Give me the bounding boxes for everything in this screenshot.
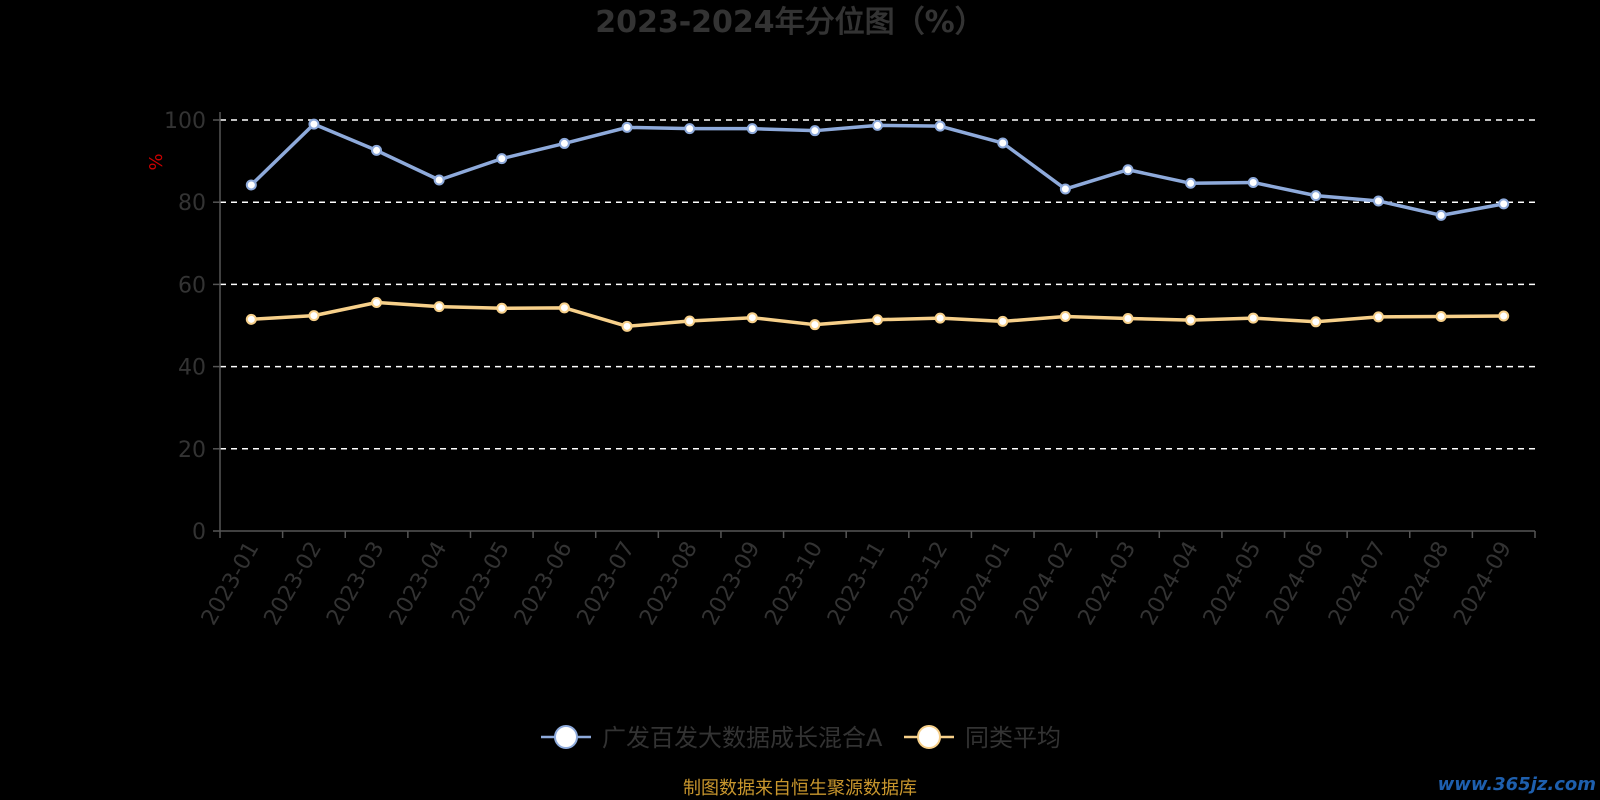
data-point bbox=[872, 314, 883, 326]
x-tick-label: 2023-02 bbox=[260, 538, 328, 630]
y-tick-label: 60 bbox=[178, 273, 206, 298]
data-point bbox=[245, 179, 257, 191]
x-tick-label: 2023-12 bbox=[886, 538, 954, 630]
x-tick-label: 2024-07 bbox=[1324, 538, 1392, 630]
x-tick-label: 2024-03 bbox=[1074, 538, 1142, 630]
data-point bbox=[746, 312, 758, 324]
data-point bbox=[1247, 176, 1259, 188]
x-tick-label: 2023-08 bbox=[635, 538, 703, 630]
data-point bbox=[1122, 164, 1134, 176]
x-tick-label: 2024-05 bbox=[1199, 538, 1267, 630]
legend-label: 同类平均 bbox=[965, 724, 1061, 752]
data-point bbox=[872, 119, 883, 131]
data-point bbox=[1498, 198, 1510, 210]
data-point bbox=[934, 312, 946, 324]
y-tick-label: 80 bbox=[178, 191, 206, 216]
data-point bbox=[1310, 190, 1322, 202]
x-tick-label: 2023-07 bbox=[573, 538, 641, 630]
watermark: www.365jz.com bbox=[1438, 774, 1596, 795]
data-source-note: 制图数据来自恒生聚源数据库 bbox=[683, 778, 917, 799]
data-point bbox=[496, 302, 508, 314]
x-tick-label: 2024-08 bbox=[1387, 538, 1455, 630]
data-point bbox=[1059, 183, 1071, 195]
data-point bbox=[1059, 310, 1071, 322]
data-point bbox=[308, 310, 320, 322]
chart-title: 2023-2024年分位图（%） bbox=[595, 5, 985, 40]
data-point bbox=[746, 123, 758, 135]
data-point bbox=[558, 302, 570, 314]
x-tick-label: 2023-03 bbox=[322, 538, 390, 630]
data-point bbox=[1247, 312, 1259, 324]
data-point bbox=[308, 118, 320, 130]
axes bbox=[213, 112, 1536, 538]
x-tick-labels: 2023-012023-022023-032023-042023-052023-… bbox=[197, 537, 1517, 629]
data-point bbox=[934, 120, 946, 132]
data-point bbox=[809, 319, 821, 331]
series-group bbox=[245, 118, 1510, 332]
data-point bbox=[433, 174, 445, 186]
data-point bbox=[621, 320, 633, 332]
x-tick-label: 2023-11 bbox=[823, 538, 891, 630]
y-tick-label: 20 bbox=[178, 438, 206, 463]
data-point bbox=[245, 313, 257, 325]
x-tick-label: 2023-09 bbox=[698, 538, 766, 630]
y-tick-labels: 0 20 40 60 80 100 bbox=[164, 109, 206, 545]
data-point bbox=[1310, 316, 1322, 328]
legend-marker bbox=[917, 725, 941, 749]
data-point bbox=[1498, 310, 1510, 322]
y-tick-label: 40 bbox=[178, 356, 206, 381]
x-tick-label: 2023-05 bbox=[447, 538, 515, 630]
legend-marker bbox=[554, 725, 578, 749]
y-tick-label: 100 bbox=[164, 109, 206, 134]
x-tick-label: 2023-01 bbox=[197, 538, 265, 630]
x-tick-label: 2023-10 bbox=[760, 538, 828, 630]
series-1 bbox=[245, 296, 1510, 332]
data-point bbox=[1185, 177, 1197, 189]
legend-label: 广发百发大数据成长混合A bbox=[602, 724, 883, 752]
legend-item[interactable]: 广发百发大数据成长混合A bbox=[541, 724, 883, 752]
data-point bbox=[1122, 313, 1134, 325]
data-point bbox=[1372, 311, 1384, 323]
data-point bbox=[1185, 314, 1197, 326]
data-point bbox=[809, 125, 821, 137]
data-point bbox=[433, 301, 445, 313]
data-point bbox=[496, 153, 508, 165]
x-tick-label: 2023-04 bbox=[385, 538, 453, 630]
data-point bbox=[684, 123, 696, 135]
series-line bbox=[250, 122, 1505, 218]
data-point bbox=[371, 296, 383, 308]
data-point bbox=[684, 315, 696, 327]
data-point bbox=[371, 144, 383, 156]
data-point bbox=[558, 137, 570, 149]
y-axis-label: % bbox=[146, 153, 167, 170]
legend-item[interactable]: 同类平均 bbox=[904, 724, 1061, 752]
data-point bbox=[1435, 310, 1447, 322]
x-tick-label: 2024-04 bbox=[1136, 538, 1204, 630]
data-point bbox=[997, 315, 1009, 327]
data-point bbox=[1372, 195, 1384, 207]
data-point bbox=[1435, 209, 1447, 221]
x-tick-label: 2024-09 bbox=[1449, 538, 1517, 630]
legend: 广发百发大数据成长混合A 同类平均 bbox=[541, 724, 1061, 752]
x-tick-label: 2024-02 bbox=[1011, 538, 1079, 630]
x-tick-label: 2023-06 bbox=[510, 538, 578, 630]
x-tick-label: 2024-01 bbox=[948, 537, 1016, 629]
series-0 bbox=[245, 118, 1510, 221]
y-tick-label: 0 bbox=[192, 520, 206, 545]
x-tick-label: 2024-06 bbox=[1261, 538, 1329, 630]
data-point bbox=[997, 137, 1009, 149]
data-point bbox=[621, 121, 633, 133]
